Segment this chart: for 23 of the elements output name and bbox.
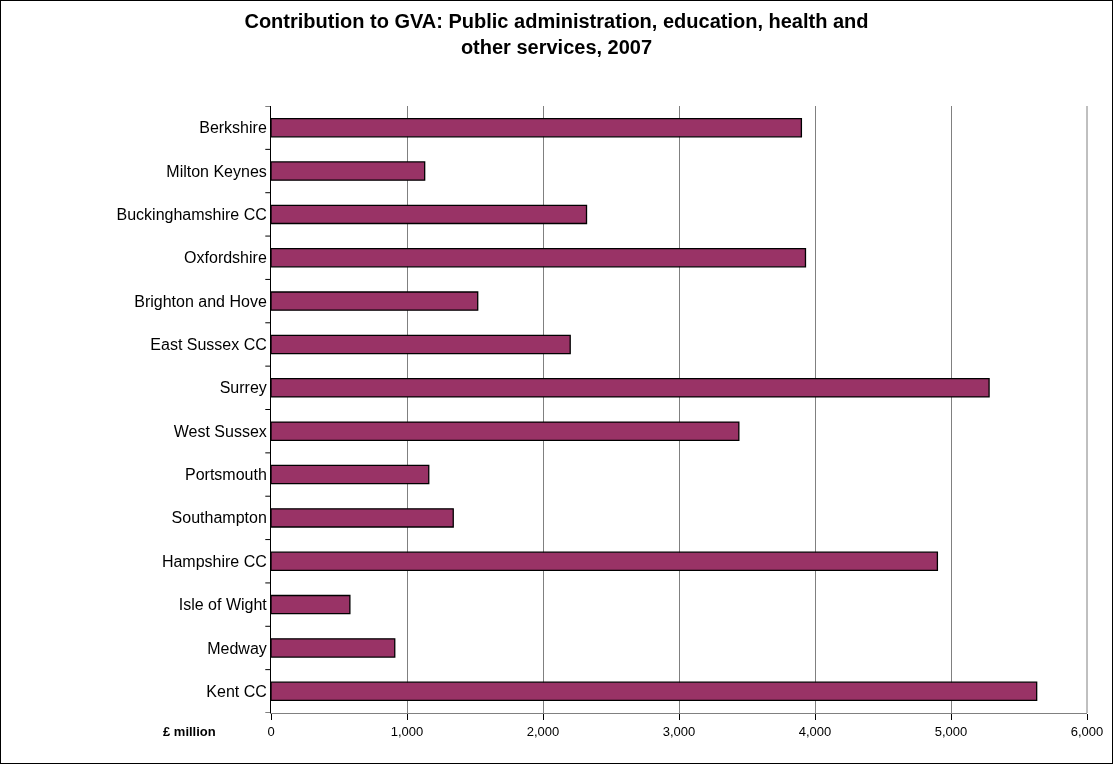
y-tick-label: Southampton [171, 509, 267, 527]
y-tick-label: Buckinghamshire CC [116, 205, 267, 223]
y-tick-label: Berkshire [199, 119, 267, 137]
x-tick-label: 6,000 [1070, 723, 1104, 739]
x-tick-label: 0 [267, 723, 275, 739]
y-tick-label: Medway [207, 639, 267, 657]
y-tick-label: Kent CC [206, 682, 267, 700]
y-tick-label: Portsmouth [184, 466, 267, 484]
y-tick-label: Brighton and Hove [134, 292, 267, 310]
y-tick-label: West Sussex [173, 422, 267, 440]
x-tick-label: 1,000 [390, 723, 424, 739]
x-tick-label: 3,000 [662, 723, 696, 739]
x-tick-label: 4,000 [798, 723, 832, 739]
x-tick-label: 5,000 [934, 723, 968, 739]
y-tick-label: Milton Keynes [166, 162, 267, 180]
y-tick-label: Hampshire CC [161, 552, 267, 570]
y-tick-label: Isle of Wight [178, 596, 268, 614]
y-tick-label: Surrey [219, 379, 267, 397]
text: £ million [163, 724, 216, 739]
x-tick-label: 2,000 [526, 723, 560, 739]
chart-title: Contribution to GVA: Public administration, education, health and other services, 2007 [244, 9, 869, 58]
y-tick-label: East Sussex CC [150, 336, 267, 354]
y-tick-label: Oxfordshire [184, 249, 267, 267]
